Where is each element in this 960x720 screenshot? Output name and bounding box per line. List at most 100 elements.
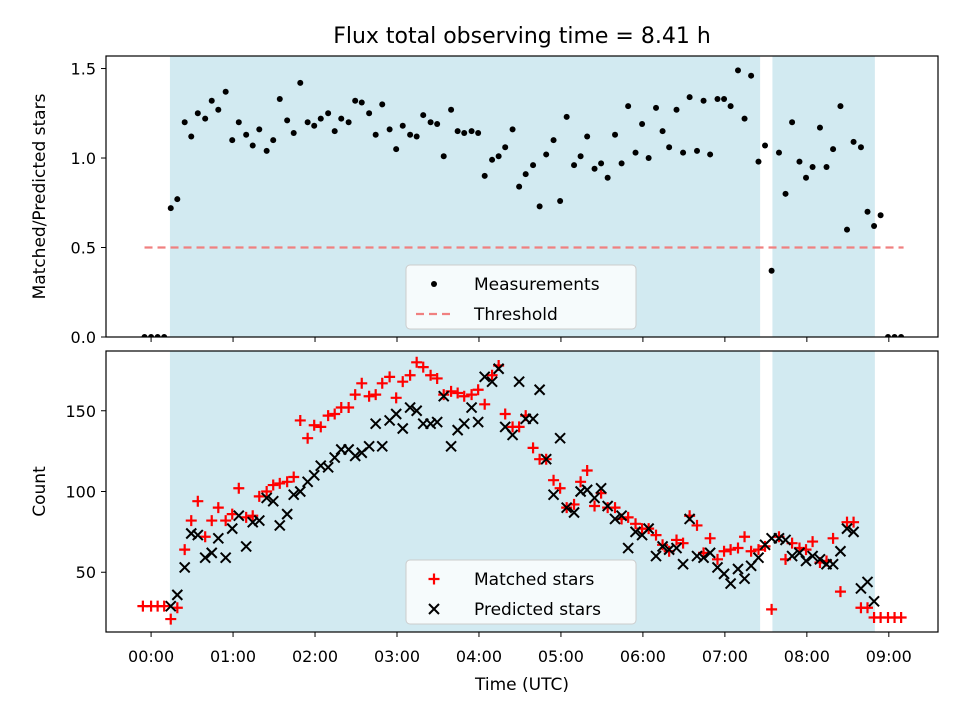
- predicted-star-point: [779, 534, 792, 546]
- measurement-point: [659, 128, 666, 135]
- measurement-point: [571, 162, 578, 169]
- measurement-point: [782, 190, 789, 197]
- matched-star-point: [827, 532, 839, 544]
- measurement-point: [768, 267, 775, 274]
- measurement-point: [618, 160, 625, 167]
- measurement-point: [694, 147, 701, 154]
- x-tick-label: 07:00: [702, 647, 748, 666]
- matched-star-point: [288, 471, 300, 483]
- measurement-point: [741, 115, 748, 122]
- measurement-point: [830, 146, 837, 153]
- predicted-star-point: [212, 532, 225, 545]
- predicted-star-point: [677, 558, 689, 570]
- predicted-star-point: [390, 408, 402, 420]
- matched-star-point: [718, 545, 730, 557]
- measurement-point: [748, 72, 755, 79]
- matched-star-point: [247, 510, 259, 522]
- measurement-point: [495, 153, 502, 160]
- measurement-point: [311, 122, 318, 129]
- measurement-point: [372, 131, 379, 138]
- predicted-star-point: [834, 545, 847, 557]
- matched-star-point: [732, 542, 744, 554]
- measurement-point: [208, 97, 215, 104]
- matched-star-point: [192, 495, 204, 507]
- predicted-star-point: [206, 547, 218, 559]
- legend-predicted-swatch: [428, 603, 440, 615]
- measurement-point: [386, 126, 393, 133]
- predicted-star-point: [670, 542, 683, 554]
- measurement-point: [407, 131, 414, 138]
- measurement-point: [755, 158, 762, 165]
- measurement-point: [625, 103, 632, 110]
- measurement-point: [468, 128, 475, 135]
- measurement-point: [522, 171, 529, 178]
- matched-star-point: [411, 356, 423, 368]
- matched-star-point: [308, 419, 320, 431]
- matched-star-point: [185, 515, 197, 527]
- matched-star-point: [431, 372, 443, 384]
- predicted-star-point: [288, 489, 300, 501]
- measurement-point: [700, 97, 707, 104]
- predicted-star-point: [178, 561, 191, 574]
- legend-label: Measurements: [474, 275, 600, 295]
- legend-matched-swatch: [428, 573, 440, 585]
- measurement-point: [877, 212, 884, 219]
- predicted-star-point: [308, 469, 320, 482]
- predicted-star-point: [404, 401, 416, 414]
- measurement-point: [898, 334, 905, 337]
- matched-star-point: [554, 482, 566, 494]
- predicted-star-point: [369, 417, 382, 430]
- matched-star-point: [349, 389, 361, 401]
- measurement-point: [809, 163, 816, 170]
- predicted-star-point: [574, 485, 587, 498]
- predicted-star-point: [226, 522, 238, 535]
- measurement-point: [584, 133, 591, 140]
- measurement-point: [427, 119, 434, 126]
- predicted-star-point: [465, 401, 478, 414]
- predicted-star-point: [349, 450, 361, 462]
- measurement-point: [454, 128, 461, 135]
- matched-star-point: [261, 486, 273, 497]
- measurement-point: [632, 149, 639, 156]
- measurement-point: [489, 156, 496, 163]
- matched-star-point: [466, 389, 478, 401]
- measurement-point: [639, 121, 646, 128]
- predicted-star-point: [328, 451, 341, 464]
- measurement-point: [304, 119, 311, 126]
- y-tick-label: 50: [76, 563, 96, 582]
- predicted-star-point: [492, 363, 505, 375]
- matched-star-point: [527, 442, 539, 454]
- measurement-point: [338, 115, 345, 122]
- predicted-star-point: [253, 514, 265, 527]
- chart-title: Flux total observing time = 8.41 h: [333, 24, 711, 49]
- matched-star-point: [479, 398, 491, 410]
- measurement-point: [850, 138, 857, 145]
- predicted-star-point: [540, 453, 552, 465]
- predicted-star-point: [260, 492, 273, 504]
- measurement-point: [775, 149, 782, 156]
- measurement-point: [148, 334, 155, 337]
- measurement-point: [816, 124, 823, 131]
- predicted-star-point: [445, 440, 457, 452]
- x-tick-label: 06:00: [620, 647, 666, 666]
- measurement-point: [141, 334, 148, 337]
- matched-star-point: [179, 544, 191, 556]
- predicted-star-point: [431, 416, 443, 428]
- predicted-star-point: [486, 375, 498, 388]
- matched-star-point: [376, 377, 388, 389]
- measurement-point: [331, 128, 338, 135]
- matched-star-point: [390, 392, 402, 404]
- measurement-point: [366, 110, 373, 117]
- matched-star-point: [233, 482, 245, 494]
- matched-star-point: [671, 534, 683, 546]
- measurement-point: [612, 131, 619, 138]
- predicted-star-point: [800, 555, 812, 567]
- matched-star-point: [513, 421, 525, 433]
- predicted-star-point: [458, 417, 470, 430]
- measurement-point: [509, 126, 516, 133]
- measurement-point: [290, 129, 297, 136]
- matched-star-point: [199, 531, 211, 543]
- matched-star-point: [704, 532, 716, 544]
- measurement-point: [154, 334, 161, 337]
- matched-star-point: [650, 529, 662, 541]
